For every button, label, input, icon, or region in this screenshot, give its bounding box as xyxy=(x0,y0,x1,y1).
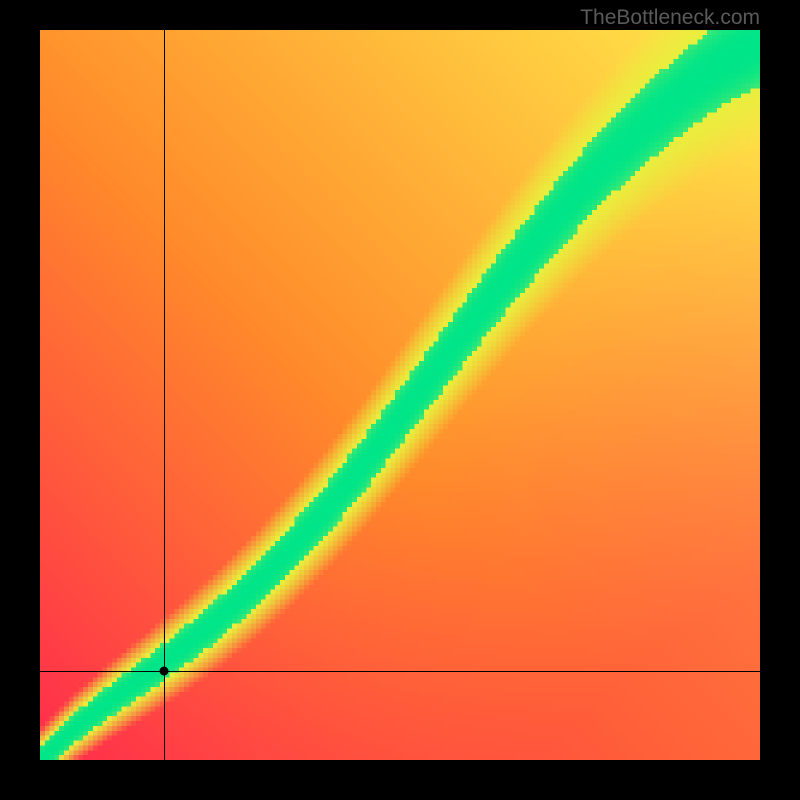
heatmap-canvas xyxy=(40,30,760,760)
bottleneck-heatmap xyxy=(40,30,760,760)
watermark-text: TheBottleneck.com xyxy=(580,6,760,30)
